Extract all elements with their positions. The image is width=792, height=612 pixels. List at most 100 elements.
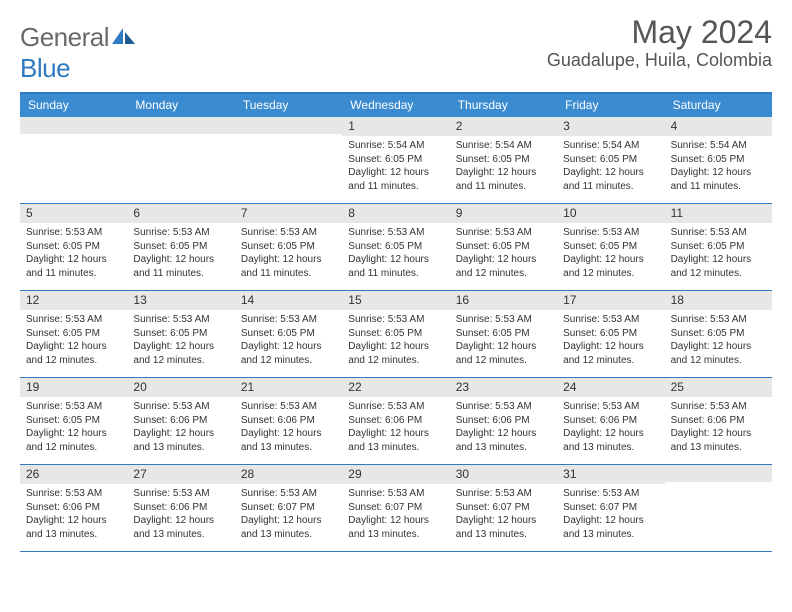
day-number: 2 bbox=[450, 117, 557, 136]
daylight-line: Daylight: 12 hours and 11 minutes. bbox=[348, 166, 443, 193]
daylight-line: Daylight: 12 hours and 13 minutes. bbox=[133, 427, 228, 454]
day-number: 26 bbox=[20, 465, 127, 484]
day-details: Sunrise: 5:53 AMSunset: 6:06 PMDaylight:… bbox=[665, 397, 772, 459]
day-details: Sunrise: 5:53 AMSunset: 6:05 PMDaylight:… bbox=[127, 223, 234, 285]
day-number: 21 bbox=[235, 378, 342, 397]
calendar-day-cell: 22Sunrise: 5:53 AMSunset: 6:06 PMDayligh… bbox=[342, 378, 449, 464]
day-details: Sunrise: 5:53 AMSunset: 6:06 PMDaylight:… bbox=[450, 397, 557, 459]
sunset-line: Sunset: 6:07 PM bbox=[563, 501, 658, 515]
sunset-line: Sunset: 6:05 PM bbox=[563, 153, 658, 167]
day-details: Sunrise: 5:53 AMSunset: 6:05 PMDaylight:… bbox=[342, 310, 449, 372]
day-number bbox=[665, 465, 772, 482]
brand-general: General bbox=[20, 22, 109, 52]
day-details: Sunrise: 5:53 AMSunset: 6:06 PMDaylight:… bbox=[342, 397, 449, 459]
day-number bbox=[127, 117, 234, 134]
calendar-day-cell: 15Sunrise: 5:53 AMSunset: 6:05 PMDayligh… bbox=[342, 291, 449, 377]
sunrise-line: Sunrise: 5:53 AM bbox=[26, 400, 121, 414]
daylight-line: Daylight: 12 hours and 13 minutes. bbox=[241, 427, 336, 454]
calendar-page: General Blue May 2024 Guadalupe, Huila, … bbox=[0, 0, 792, 562]
daylight-line: Daylight: 12 hours and 13 minutes. bbox=[563, 427, 658, 454]
title-block: May 2024 Guadalupe, Huila, Colombia bbox=[547, 16, 772, 71]
sunrise-line: Sunrise: 5:54 AM bbox=[671, 139, 766, 153]
daylight-line: Daylight: 12 hours and 11 minutes. bbox=[671, 166, 766, 193]
sunset-line: Sunset: 6:05 PM bbox=[26, 327, 121, 341]
sunrise-line: Sunrise: 5:53 AM bbox=[133, 400, 228, 414]
daylight-line: Daylight: 12 hours and 12 minutes. bbox=[563, 340, 658, 367]
location-label: Guadalupe, Huila, Colombia bbox=[547, 50, 772, 71]
calendar-day-cell: 9Sunrise: 5:53 AMSunset: 6:05 PMDaylight… bbox=[450, 204, 557, 290]
day-number bbox=[235, 117, 342, 134]
calendar-day-cell: 10Sunrise: 5:53 AMSunset: 6:05 PMDayligh… bbox=[557, 204, 664, 290]
sunrise-line: Sunrise: 5:53 AM bbox=[456, 226, 551, 240]
day-details: Sunrise: 5:54 AMSunset: 6:05 PMDaylight:… bbox=[557, 136, 664, 198]
calendar-day-cell: 27Sunrise: 5:53 AMSunset: 6:06 PMDayligh… bbox=[127, 465, 234, 551]
daylight-line: Daylight: 12 hours and 11 minutes. bbox=[563, 166, 658, 193]
calendar-day-cell: 23Sunrise: 5:53 AMSunset: 6:06 PMDayligh… bbox=[450, 378, 557, 464]
calendar-grid: SundayMondayTuesdayWednesdayThursdayFrid… bbox=[20, 92, 772, 552]
calendar-week-row: 1Sunrise: 5:54 AMSunset: 6:05 PMDaylight… bbox=[20, 117, 772, 204]
daylight-line: Daylight: 12 hours and 13 minutes. bbox=[241, 514, 336, 541]
sunrise-line: Sunrise: 5:54 AM bbox=[348, 139, 443, 153]
sunset-line: Sunset: 6:05 PM bbox=[133, 240, 228, 254]
calendar-day-cell: 20Sunrise: 5:53 AMSunset: 6:06 PMDayligh… bbox=[127, 378, 234, 464]
sunrise-line: Sunrise: 5:53 AM bbox=[671, 226, 766, 240]
sunset-line: Sunset: 6:06 PM bbox=[26, 501, 121, 515]
day-number: 5 bbox=[20, 204, 127, 223]
sunrise-line: Sunrise: 5:54 AM bbox=[456, 139, 551, 153]
day-number: 27 bbox=[127, 465, 234, 484]
daylight-line: Daylight: 12 hours and 13 minutes. bbox=[563, 514, 658, 541]
daylight-line: Daylight: 12 hours and 13 minutes. bbox=[456, 514, 551, 541]
calendar-day-cell: 11Sunrise: 5:53 AMSunset: 6:05 PMDayligh… bbox=[665, 204, 772, 290]
sunset-line: Sunset: 6:05 PM bbox=[671, 327, 766, 341]
calendar-weeks: 1Sunrise: 5:54 AMSunset: 6:05 PMDaylight… bbox=[20, 117, 772, 552]
sunrise-line: Sunrise: 5:53 AM bbox=[241, 400, 336, 414]
calendar-day-cell: 25Sunrise: 5:53 AMSunset: 6:06 PMDayligh… bbox=[665, 378, 772, 464]
sunrise-line: Sunrise: 5:53 AM bbox=[348, 400, 443, 414]
sunset-line: Sunset: 6:05 PM bbox=[133, 327, 228, 341]
calendar-day-cell: 14Sunrise: 5:53 AMSunset: 6:05 PMDayligh… bbox=[235, 291, 342, 377]
daylight-line: Daylight: 12 hours and 11 minutes. bbox=[348, 253, 443, 280]
sunset-line: Sunset: 6:06 PM bbox=[133, 414, 228, 428]
sunrise-line: Sunrise: 5:53 AM bbox=[671, 400, 766, 414]
day-number: 16 bbox=[450, 291, 557, 310]
day-details: Sunrise: 5:53 AMSunset: 6:05 PMDaylight:… bbox=[235, 223, 342, 285]
sunrise-line: Sunrise: 5:53 AM bbox=[563, 487, 658, 501]
day-details: Sunrise: 5:53 AMSunset: 6:06 PMDaylight:… bbox=[127, 484, 234, 546]
weekday-header: Monday bbox=[127, 94, 234, 117]
daylight-line: Daylight: 12 hours and 12 minutes. bbox=[26, 427, 121, 454]
day-number: 4 bbox=[665, 117, 772, 136]
sunset-line: Sunset: 6:05 PM bbox=[241, 327, 336, 341]
weekday-header-row: SundayMondayTuesdayWednesdayThursdayFrid… bbox=[20, 94, 772, 117]
sunrise-line: Sunrise: 5:53 AM bbox=[241, 226, 336, 240]
day-number: 7 bbox=[235, 204, 342, 223]
calendar-day-cell: 2Sunrise: 5:54 AMSunset: 6:05 PMDaylight… bbox=[450, 117, 557, 203]
day-details: Sunrise: 5:53 AMSunset: 6:07 PMDaylight:… bbox=[557, 484, 664, 546]
sunset-line: Sunset: 6:06 PM bbox=[348, 414, 443, 428]
brand-text: General Blue bbox=[20, 22, 137, 84]
sunrise-line: Sunrise: 5:53 AM bbox=[671, 313, 766, 327]
daylight-line: Daylight: 12 hours and 13 minutes. bbox=[133, 514, 228, 541]
daylight-line: Daylight: 12 hours and 12 minutes. bbox=[241, 340, 336, 367]
day-number: 17 bbox=[557, 291, 664, 310]
day-details: Sunrise: 5:53 AMSunset: 6:05 PMDaylight:… bbox=[20, 310, 127, 372]
sunrise-line: Sunrise: 5:53 AM bbox=[241, 313, 336, 327]
day-details: Sunrise: 5:53 AMSunset: 6:06 PMDaylight:… bbox=[557, 397, 664, 459]
daylight-line: Daylight: 12 hours and 13 minutes. bbox=[348, 427, 443, 454]
sunset-line: Sunset: 6:06 PM bbox=[241, 414, 336, 428]
sunset-line: Sunset: 6:05 PM bbox=[26, 240, 121, 254]
sunset-line: Sunset: 6:05 PM bbox=[456, 327, 551, 341]
sunset-line: Sunset: 6:05 PM bbox=[671, 240, 766, 254]
day-number: 10 bbox=[557, 204, 664, 223]
sunset-line: Sunset: 6:05 PM bbox=[671, 153, 766, 167]
calendar-day-cell: 1Sunrise: 5:54 AMSunset: 6:05 PMDaylight… bbox=[342, 117, 449, 203]
sunset-line: Sunset: 6:07 PM bbox=[241, 501, 336, 515]
day-details: Sunrise: 5:53 AMSunset: 6:07 PMDaylight:… bbox=[235, 484, 342, 546]
day-details: Sunrise: 5:53 AMSunset: 6:05 PMDaylight:… bbox=[665, 310, 772, 372]
daylight-line: Daylight: 12 hours and 13 minutes. bbox=[671, 427, 766, 454]
sunrise-line: Sunrise: 5:53 AM bbox=[563, 400, 658, 414]
day-number: 6 bbox=[127, 204, 234, 223]
sunrise-line: Sunrise: 5:53 AM bbox=[456, 400, 551, 414]
calendar-day-cell bbox=[20, 117, 127, 203]
daylight-line: Daylight: 12 hours and 11 minutes. bbox=[241, 253, 336, 280]
day-number bbox=[20, 117, 127, 134]
